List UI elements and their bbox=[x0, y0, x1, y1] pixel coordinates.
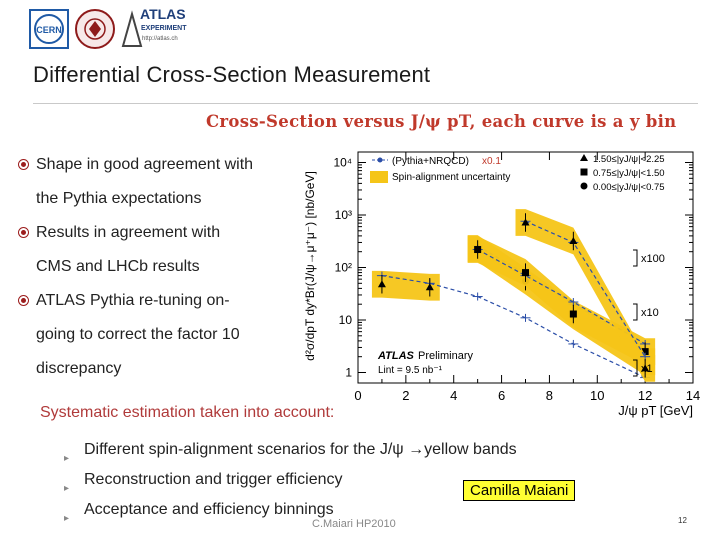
x-tick-label: 8 bbox=[546, 388, 553, 403]
legend-model-factor: x0.1 bbox=[482, 156, 501, 167]
legend-bin-marker bbox=[580, 168, 588, 176]
data-point bbox=[522, 269, 529, 277]
scale-label: x10 bbox=[641, 307, 659, 319]
preliminary-label: Preliminary bbox=[418, 350, 474, 362]
legend-bin-marker bbox=[580, 182, 588, 190]
data-point bbox=[569, 236, 578, 244]
x-axis-label: J/ψ pT [GeV] bbox=[618, 403, 693, 418]
x-tick-label: 14 bbox=[686, 388, 700, 403]
title-divider bbox=[33, 103, 698, 104]
scale-bracket bbox=[633, 303, 638, 321]
spin-alignment-band bbox=[467, 236, 656, 366]
luminosity-label: Lint = 9.5 nb⁻¹ bbox=[378, 365, 443, 376]
y-tick-label: 10² bbox=[335, 261, 352, 275]
legend-bin-marker bbox=[580, 154, 588, 161]
triangle-bullet-icon: ▸ bbox=[64, 513, 70, 524]
legend-band-label: Spin-alignment uncertainty bbox=[392, 172, 510, 183]
bullet-item: Shape in good agreement with bbox=[18, 148, 308, 182]
bullet-list: Shape in good agreement with the Pythia … bbox=[18, 148, 308, 386]
cern-logo: CERN bbox=[29, 9, 69, 49]
slide-title: Differential Cross-Section Measurement bbox=[33, 62, 431, 87]
x-tick-label: 6 bbox=[498, 388, 505, 403]
model-curve bbox=[381, 275, 646, 379]
data-point bbox=[521, 218, 530, 226]
university-seal bbox=[75, 9, 115, 49]
bullet-continuation: going to correct the factor 10 bbox=[36, 326, 240, 343]
bullet-continuation: CMS and LHCb results bbox=[36, 258, 200, 275]
x-tick-label: 12 bbox=[638, 388, 652, 403]
data-point bbox=[425, 283, 434, 291]
svg-text:CERN: CERN bbox=[36, 25, 62, 35]
spin-alignment-band bbox=[371, 270, 440, 301]
scale-bracket bbox=[633, 359, 638, 377]
data-point bbox=[641, 348, 649, 356]
bullet-continuation: the Pythia expectations bbox=[36, 190, 202, 207]
header-logos: CERN ATLAS EXPERIMENT http://atlas.ch bbox=[29, 6, 187, 49]
scale-bracket bbox=[633, 249, 638, 267]
x-tick-label: 4 bbox=[450, 388, 457, 403]
bullet-item: Results in agreement with bbox=[18, 216, 308, 250]
svg-text:http://atlas.ch: http://atlas.ch bbox=[142, 36, 178, 42]
systematics-item: ▸ Different spin-alignment scenarios for … bbox=[62, 435, 517, 465]
y-tick-label: 1 bbox=[345, 366, 352, 380]
y-tick-label: 10³ bbox=[335, 208, 352, 222]
scale-label: x100 bbox=[641, 253, 665, 265]
cross-section-chart: 1 10 10² 10³ 10⁴ 0 2 4 6 8 10 12 14 x100 x10 x1 (Pythia+… bbox=[303, 151, 700, 418]
systematics-list: ▸ Different spin-alignment scenarios for … bbox=[62, 435, 517, 525]
model-curve bbox=[477, 248, 646, 345]
bullet-icon bbox=[18, 227, 29, 238]
legend-band-swatch bbox=[370, 171, 388, 183]
atlas-logo: ATLAS EXPERIMENT http://atlas.ch bbox=[121, 6, 187, 47]
scale-label: x1 bbox=[641, 363, 653, 375]
page-number: 12 bbox=[678, 516, 687, 525]
x-tick-label: 2 bbox=[402, 388, 409, 403]
spin-alignment-band bbox=[515, 209, 656, 382]
triangle-bullet-icon: ▸ bbox=[64, 453, 70, 464]
footer-text: C.Maiari HP2010 bbox=[312, 518, 396, 530]
y-axis-label: d²σ/dpT dy*Br(J/ψ→μ⁺μ⁻) [nb/GeV] bbox=[303, 171, 317, 361]
svg-text:ATLAS: ATLAS bbox=[140, 6, 186, 22]
x-tick-label: 10 bbox=[590, 388, 604, 403]
legend-model-label: (Pythia+NRQCD) bbox=[392, 156, 469, 167]
author-note-box: Camilla Maiani bbox=[463, 480, 576, 501]
legend-bin-label: 0.00≤|yJ/ψ|<0.75 bbox=[593, 182, 665, 193]
bullet-icon bbox=[18, 295, 29, 306]
y-tick-label: 10 bbox=[339, 313, 353, 327]
chart-caption: Cross-Section versus J/ψ pT, each curve … bbox=[206, 112, 677, 131]
atlas-label: ATLAS bbox=[377, 350, 415, 362]
legend-bin-label: 1.50≤|yJ/ψ|<2.25 bbox=[593, 154, 665, 165]
triangle-bullet-icon: ▸ bbox=[64, 483, 70, 494]
data-point bbox=[641, 364, 650, 372]
bullet-item: ATLAS Pythia re-tuning on- bbox=[18, 284, 308, 318]
y-tick-label: 10⁴ bbox=[333, 156, 352, 170]
legend-bin-label: 0.75≤|yJ/ψ|<1.50 bbox=[593, 168, 665, 179]
bullet-icon bbox=[18, 159, 29, 170]
systematics-item: ▸ Acceptance and efficiency binnings bbox=[62, 495, 517, 525]
legend-model-marker bbox=[377, 157, 383, 163]
x-tick-label: 0 bbox=[354, 388, 361, 403]
data-point bbox=[474, 246, 482, 254]
data-point bbox=[377, 280, 386, 288]
systematics-item: ▸ Reconstruction and trigger efficiency bbox=[62, 465, 517, 495]
systematics-title: Systematic estimation taken into account… bbox=[40, 404, 335, 421]
data-point bbox=[569, 310, 577, 318]
svg-text:EXPERIMENT: EXPERIMENT bbox=[141, 25, 187, 32]
bullet-continuation: discrepancy bbox=[36, 360, 122, 377]
